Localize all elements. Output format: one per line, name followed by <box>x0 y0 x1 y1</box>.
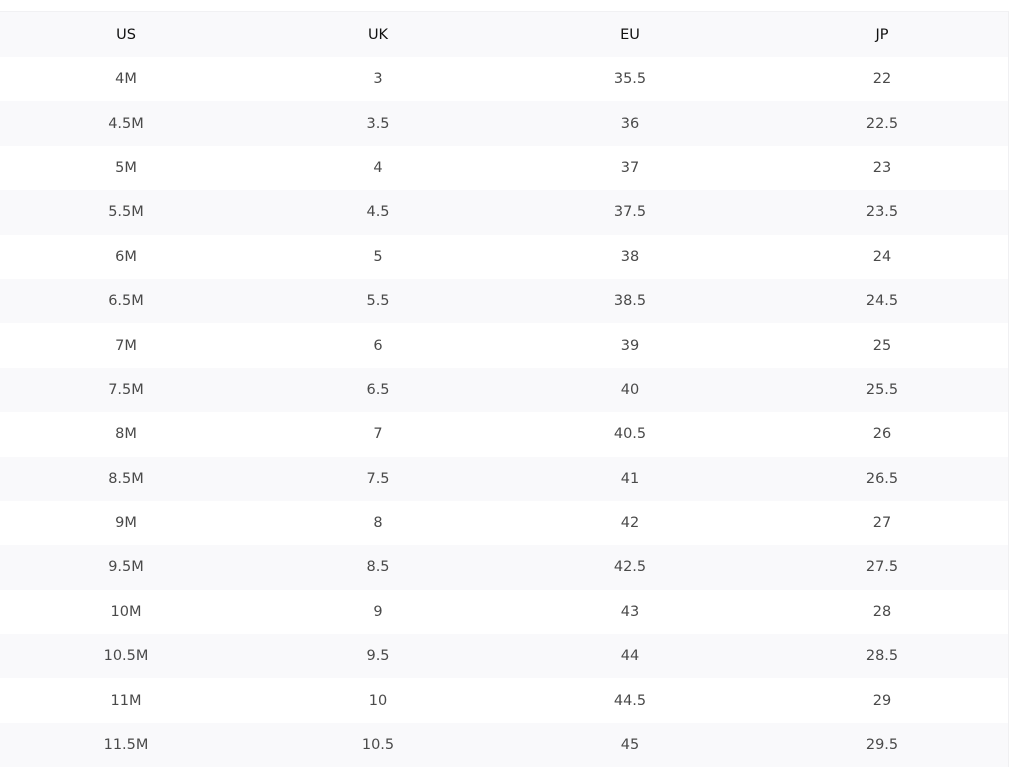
table-row: 8M 7 40.5 26 <box>0 412 1008 456</box>
table-cell-eu: 35.5 <box>613 71 647 88</box>
table-cell-uk: 6.5 <box>252 367 504 413</box>
table-cell-us: 9M <box>115 515 137 532</box>
table-cell-eu: 42 <box>620 515 640 532</box>
table-cell-eu: 37 <box>620 159 640 176</box>
table-row: 4M 3 35.5 22 <box>0 57 1008 101</box>
column-header-uk: UK <box>252 11 504 57</box>
table-cell-eu: 37.5 <box>504 190 756 235</box>
table-header-row: US UK EU JP <box>0 11 1008 57</box>
column-header-us: US <box>0 11 252 57</box>
table-cell-eu: 36 <box>504 101 756 146</box>
table-cell-eu: 41 <box>504 456 756 501</box>
table-cell-uk: 10.5 <box>252 722 504 767</box>
table-cell-uk: 5.5 <box>252 278 504 324</box>
table-cell-us: 11.5M <box>0 722 252 767</box>
table-row: 9M 8 42 27 <box>0 501 1008 545</box>
table-row: 10.5M 9.5 44 28.5 <box>0 634 1008 679</box>
table-row: 5.5M 4.5 37.5 23.5 <box>0 190 1008 235</box>
table-cell-uk: 3 <box>373 71 383 88</box>
table-cell-us: 7.5M <box>0 367 252 413</box>
table-cell-eu: 40 <box>504 367 756 413</box>
table-cell-uk: 3.5 <box>252 101 504 146</box>
table-cell-jp: 24.5 <box>756 278 1008 324</box>
table-cell-us: 9.5M <box>0 545 252 590</box>
table-cell-eu: 40.5 <box>613 426 647 443</box>
table-row: 6.5M 5.5 38.5 24.5 <box>0 278 1008 324</box>
table-row: 11.5M 10.5 45 29.5 <box>0 722 1008 767</box>
table-cell-eu: 44.5 <box>613 692 647 709</box>
table-cell-eu: 45 <box>504 722 756 767</box>
table-cell-uk: 10 <box>368 692 388 709</box>
table-body: 4M 3 35.5 22 4.5M 3.5 36 22.5 5M 4 37 23 5.5M 4.5 37.5… <box>0 57 1008 767</box>
table-cell-eu: 39 <box>620 337 640 354</box>
table-cell-eu: 44 <box>504 634 756 679</box>
table-cell-us: 8M <box>115 426 137 443</box>
table-cell-us: 4.5M <box>0 101 252 146</box>
table-cell-eu: 42.5 <box>504 545 756 590</box>
table-cell-us: 6M <box>115 248 137 265</box>
table-cell-jp: 29 <box>872 692 892 709</box>
table-cell-uk: 6 <box>373 337 383 354</box>
table-cell-jp: 26.5 <box>756 456 1008 501</box>
table-cell-uk: 4 <box>373 159 383 176</box>
table-cell-uk: 4.5 <box>252 190 504 235</box>
table-cell-uk: 9.5 <box>252 634 504 679</box>
table-cell-jp: 22 <box>872 71 892 88</box>
table-row: 10M 9 43 28 <box>0 590 1008 634</box>
table-cell-uk: 7.5 <box>252 456 504 501</box>
table-row: 8.5M 7.5 41 26.5 <box>0 456 1008 501</box>
table-cell-us: 5.5M <box>0 190 252 235</box>
table-cell-jp: 27 <box>872 515 892 532</box>
table-cell-jp: 29.5 <box>756 722 1008 767</box>
size-chart-table: US UK EU JP 4M 3 35.5 22 4.5M 3.5 36 22.5 5M 4 37 23 5.… <box>0 11 1008 767</box>
table-cell-eu: 43 <box>620 603 640 620</box>
table-row: 7M 6 39 25 <box>0 323 1008 367</box>
table-cell-eu: 38.5 <box>504 278 756 324</box>
table-cell-jp: 26 <box>872 426 892 443</box>
table-cell-us: 10.5M <box>0 634 252 679</box>
table-cell-jp: 22.5 <box>756 101 1008 146</box>
table-cell-jp: 23.5 <box>756 190 1008 235</box>
table-cell-uk: 8.5 <box>252 545 504 590</box>
table-row: 4.5M 3.5 36 22.5 <box>0 101 1008 146</box>
table-cell-jp: 28.5 <box>756 634 1008 679</box>
table-cell-us: 4M <box>115 71 137 88</box>
table-cell-uk: 9 <box>373 603 383 620</box>
table-cell-jp: 27.5 <box>756 545 1008 590</box>
table-cell-eu: 38 <box>620 248 640 265</box>
table-row: 6M 5 38 24 <box>0 235 1008 279</box>
table-cell-us: 6.5M <box>0 278 252 324</box>
table-cell-jp: 28 <box>872 603 892 620</box>
table-cell-us: 5M <box>115 159 137 176</box>
table-row: 11M 10 44.5 29 <box>0 678 1008 722</box>
table-cell-us: 8.5M <box>0 456 252 501</box>
table-cell-jp: 23 <box>872 159 892 176</box>
table-cell-us: 7M <box>115 337 137 354</box>
table-cell-jp: 25 <box>872 337 892 354</box>
table-cell-uk: 7 <box>373 426 383 443</box>
table-cell-jp: 24 <box>872 248 892 265</box>
column-header-jp: JP <box>756 11 1008 57</box>
table-cell-uk: 5 <box>373 248 383 265</box>
table-row: 9.5M 8.5 42.5 27.5 <box>0 545 1008 590</box>
column-header-eu: EU <box>504 11 756 57</box>
table-cell-us: 10M <box>110 603 142 620</box>
table-cell-jp: 25.5 <box>756 367 1008 413</box>
table-cell-us: 11M <box>110 692 142 709</box>
size-chart: US UK EU JP 4M 3 35.5 22 4.5M 3.5 36 22.5 5M 4 37 23 5.… <box>0 11 1009 767</box>
table-cell-uk: 8 <box>373 515 383 532</box>
table-row: 5M 4 37 23 <box>0 146 1008 190</box>
table-row: 7.5M 6.5 40 25.5 <box>0 367 1008 413</box>
